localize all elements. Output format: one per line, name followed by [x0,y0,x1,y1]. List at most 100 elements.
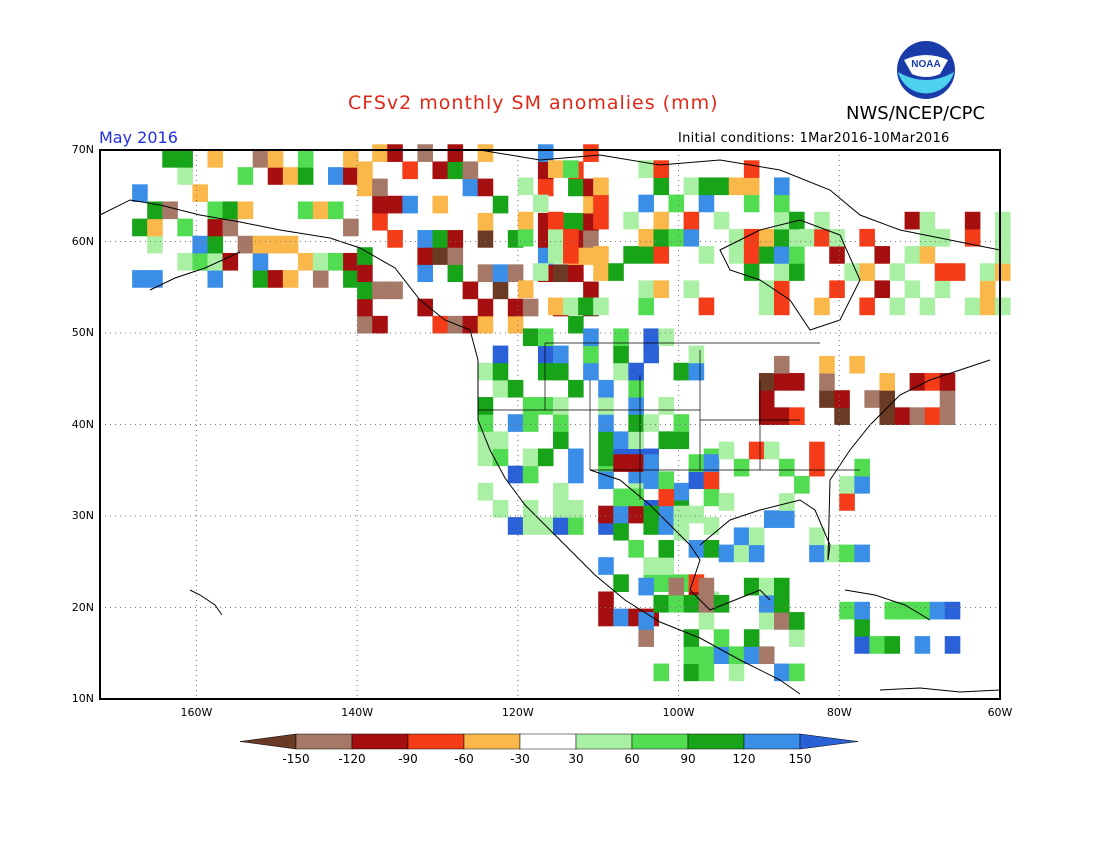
anomaly-cell [447,247,464,265]
coastline [699,499,831,561]
anomaly-cell [282,167,299,185]
anomaly-cell [668,577,685,596]
colorbar-segment [463,733,521,750]
colorbar-high-arrow [799,733,859,750]
anomaly-cell [568,448,584,467]
anomaly-cell [994,228,1011,247]
anomaly-cell [638,160,654,178]
anomaly-cell [733,458,750,477]
anomaly-cell [432,247,449,265]
anomaly-cell [477,431,494,450]
anomaly-cell [583,328,599,347]
anomaly-cell [799,228,815,247]
anomaly-cell [688,362,705,381]
anomaly-cell [643,557,659,575]
anomaly-cell [593,263,609,281]
colorbar-label: -30 [510,752,530,766]
anomaly-cell [613,362,629,381]
anomaly-cell [522,465,539,484]
anomaly-cell [728,228,745,247]
colorbar-segment [295,733,353,750]
anomaly-cell [568,212,584,231]
anomaly-cell [743,263,760,281]
anomaly-cell [839,601,855,620]
anomaly-cell [924,407,941,425]
anomaly-cell [522,499,539,518]
anomaly-cell [854,636,870,654]
anomaly-cell [889,263,906,281]
anomaly-cell [643,454,659,472]
anomaly-cell [568,178,584,197]
anomaly-cell [668,594,685,613]
anomaly-cell [758,407,775,425]
anomaly-cell [939,390,956,408]
anomaly-cell [312,252,329,271]
anomaly-cell [773,407,790,425]
anomaly-cell [638,629,654,647]
coastline [99,199,801,695]
anomaly-cell [809,441,825,460]
anomaly-cell [417,144,433,162]
anomaly-cell [357,298,373,317]
anomaly-cell [477,315,494,334]
anomaly-cell [593,211,609,230]
anomaly-cell [819,390,835,408]
anomaly-cell [703,488,720,507]
anomaly-cell [477,144,494,162]
anomaly-cell [929,601,946,620]
anomaly-cell [688,345,705,364]
anomaly-cell [613,574,629,592]
anomaly-cell [944,601,961,620]
anomaly-cell [673,431,690,450]
anomaly-cell [673,505,690,524]
anomaly-cell [703,517,720,535]
anomaly-cell [477,264,494,283]
anomaly-cell [688,454,705,472]
anomaly-cell [994,263,1011,281]
latitude-label: 40N [71,417,94,431]
anomaly-cell [743,228,760,247]
anomaly-cell [789,629,805,647]
anomaly-cell [874,280,891,299]
anomaly-cell [357,178,373,197]
longitude-label: 140W [341,706,374,719]
colorbar-segment [631,733,689,750]
anomaly-cell [583,230,599,248]
anomaly-cell [994,297,1011,316]
anomaly-cell [683,211,700,230]
anomaly-cell [789,373,805,391]
anomaly-cell [628,454,644,472]
anomaly-cell [357,315,373,334]
anomaly-cell [773,211,790,230]
anomaly-cell [613,431,629,450]
anomaly-cell [297,150,314,168]
anomaly-cell [598,591,614,610]
anomaly-cell [553,345,569,364]
anomaly-cell [638,280,654,299]
anomaly-cell [432,230,449,248]
coastline [827,359,991,561]
anomaly-cell [357,247,373,265]
anomaly-cell [763,441,780,460]
anomaly-cell [919,297,936,316]
colorbar [239,733,859,750]
anomaly-cell [522,414,539,432]
anomaly-cell [477,414,494,432]
anomaly-cell [547,160,564,178]
anomaly-cell [653,246,670,264]
anomaly-cell [658,488,675,507]
anomaly-cell [568,499,584,518]
anomaly-cell [658,431,675,450]
anomaly-cell [462,281,479,300]
anomaly-cell [698,646,715,665]
anomaly-cell [658,328,675,347]
anomaly-cell [653,177,670,196]
anomaly-cell [779,510,795,528]
anomaly-cell [432,315,449,334]
anomaly-cell [522,298,539,317]
anomaly-cell [522,517,539,535]
anomaly-cell [698,577,715,596]
anomaly-cell [477,212,494,231]
anomaly-cell [994,211,1011,230]
anomaly-cell [537,397,554,415]
